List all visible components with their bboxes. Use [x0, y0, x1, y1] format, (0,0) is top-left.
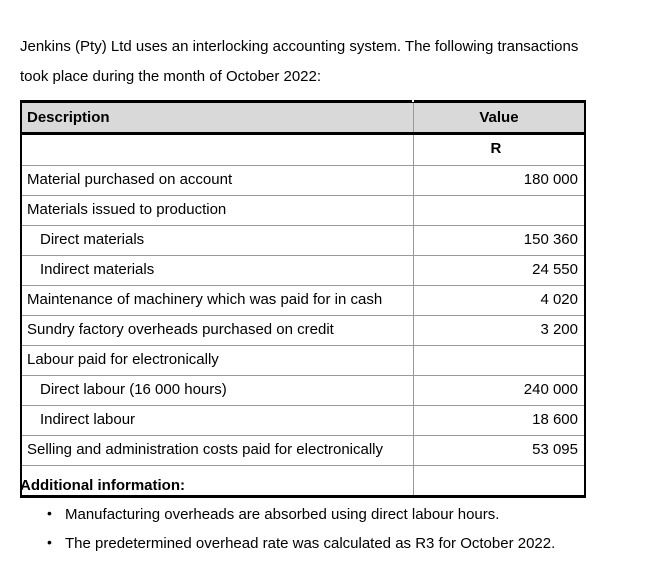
row-value: 18 600 [412, 405, 585, 436]
row-description: Indirect materials [21, 255, 414, 286]
table-row-maintenance: Maintenance of machinery which was paid … [21, 285, 585, 316]
table-row-direct-labour: Direct labour (16 000 hours) 240 000 [21, 375, 585, 406]
row-description: Sundry factory overheads purchased on cr… [21, 315, 414, 346]
row-description: Labour paid for electronically [21, 345, 414, 376]
table-header-row: Description Value [21, 101, 585, 135]
row-description: Material purchased on account [21, 165, 414, 196]
column-header-description: Description [21, 101, 414, 135]
row-description: Direct materials [21, 225, 414, 256]
currency-row: R [21, 133, 585, 166]
bullet-icon: • [47, 505, 52, 521]
intro-paragraph: Jenkins (Pty) Ltd uses an interlocking a… [20, 32, 630, 92]
currency-symbol: R [412, 133, 585, 166]
row-value: 24 550 [412, 255, 585, 286]
row-value [412, 465, 585, 497]
row-value: 240 000 [412, 375, 585, 406]
row-description [21, 465, 414, 497]
table-row-sundry-overheads: Sundry factory overheads purchased on cr… [21, 315, 585, 346]
table-row-labour-paid: Labour paid for electronically [21, 345, 585, 376]
row-value [412, 195, 585, 226]
table-row-material-purchased: Material purchased on account 180 000 [21, 165, 585, 196]
table-row-materials-issued: Materials issued to production [21, 195, 585, 226]
additional-information-section: Additional information: • Manufacturing … [20, 477, 630, 552]
table-row-blank [21, 465, 585, 497]
intro-line-1: Jenkins (Pty) Ltd uses an interlocking a… [20, 38, 579, 55]
list-item-text: The predetermined overhead rate was calc… [65, 535, 556, 552]
bullet-icon: • [47, 534, 52, 550]
column-header-value: Value [412, 101, 585, 135]
row-description: Selling and administration costs paid fo… [21, 435, 414, 466]
row-value: 3 200 [412, 315, 585, 346]
row-description: Direct labour (16 000 hours) [21, 375, 414, 406]
additional-information-heading: Additional information: [20, 477, 185, 494]
row-value: 180 000 [412, 165, 585, 196]
list-item: • Manufacturing overheads are absorbed u… [20, 505, 630, 523]
list-item-text: Manufacturing overheads are absorbed usi… [65, 506, 500, 523]
table-row-indirect-materials: Indirect materials 24 550 [21, 255, 585, 286]
table-row-direct-materials: Direct materials 150 360 [21, 225, 585, 256]
row-description: Maintenance of machinery which was paid … [21, 285, 414, 316]
table-top-border-notch [412, 100, 414, 102]
list-item: • The predetermined overhead rate was ca… [20, 534, 630, 552]
row-description: Materials issued to production [21, 195, 414, 226]
intro-line-2: took place during the month of October 2… [20, 68, 322, 85]
table-row-selling-admin: Selling and administration costs paid fo… [21, 435, 585, 466]
additional-information-list: • Manufacturing overheads are absorbed u… [20, 505, 630, 552]
table-row-indirect-labour: Indirect labour 18 600 [21, 405, 585, 436]
row-value: 4 020 [412, 285, 585, 316]
transactions-table: Description Value R Material purchased o… [20, 100, 586, 498]
row-description: Indirect labour [21, 405, 414, 436]
row-value [412, 345, 585, 376]
row-value: 150 360 [412, 225, 585, 256]
currency-row-blank-cell [21, 134, 413, 166]
row-value: 53 095 [412, 435, 585, 466]
